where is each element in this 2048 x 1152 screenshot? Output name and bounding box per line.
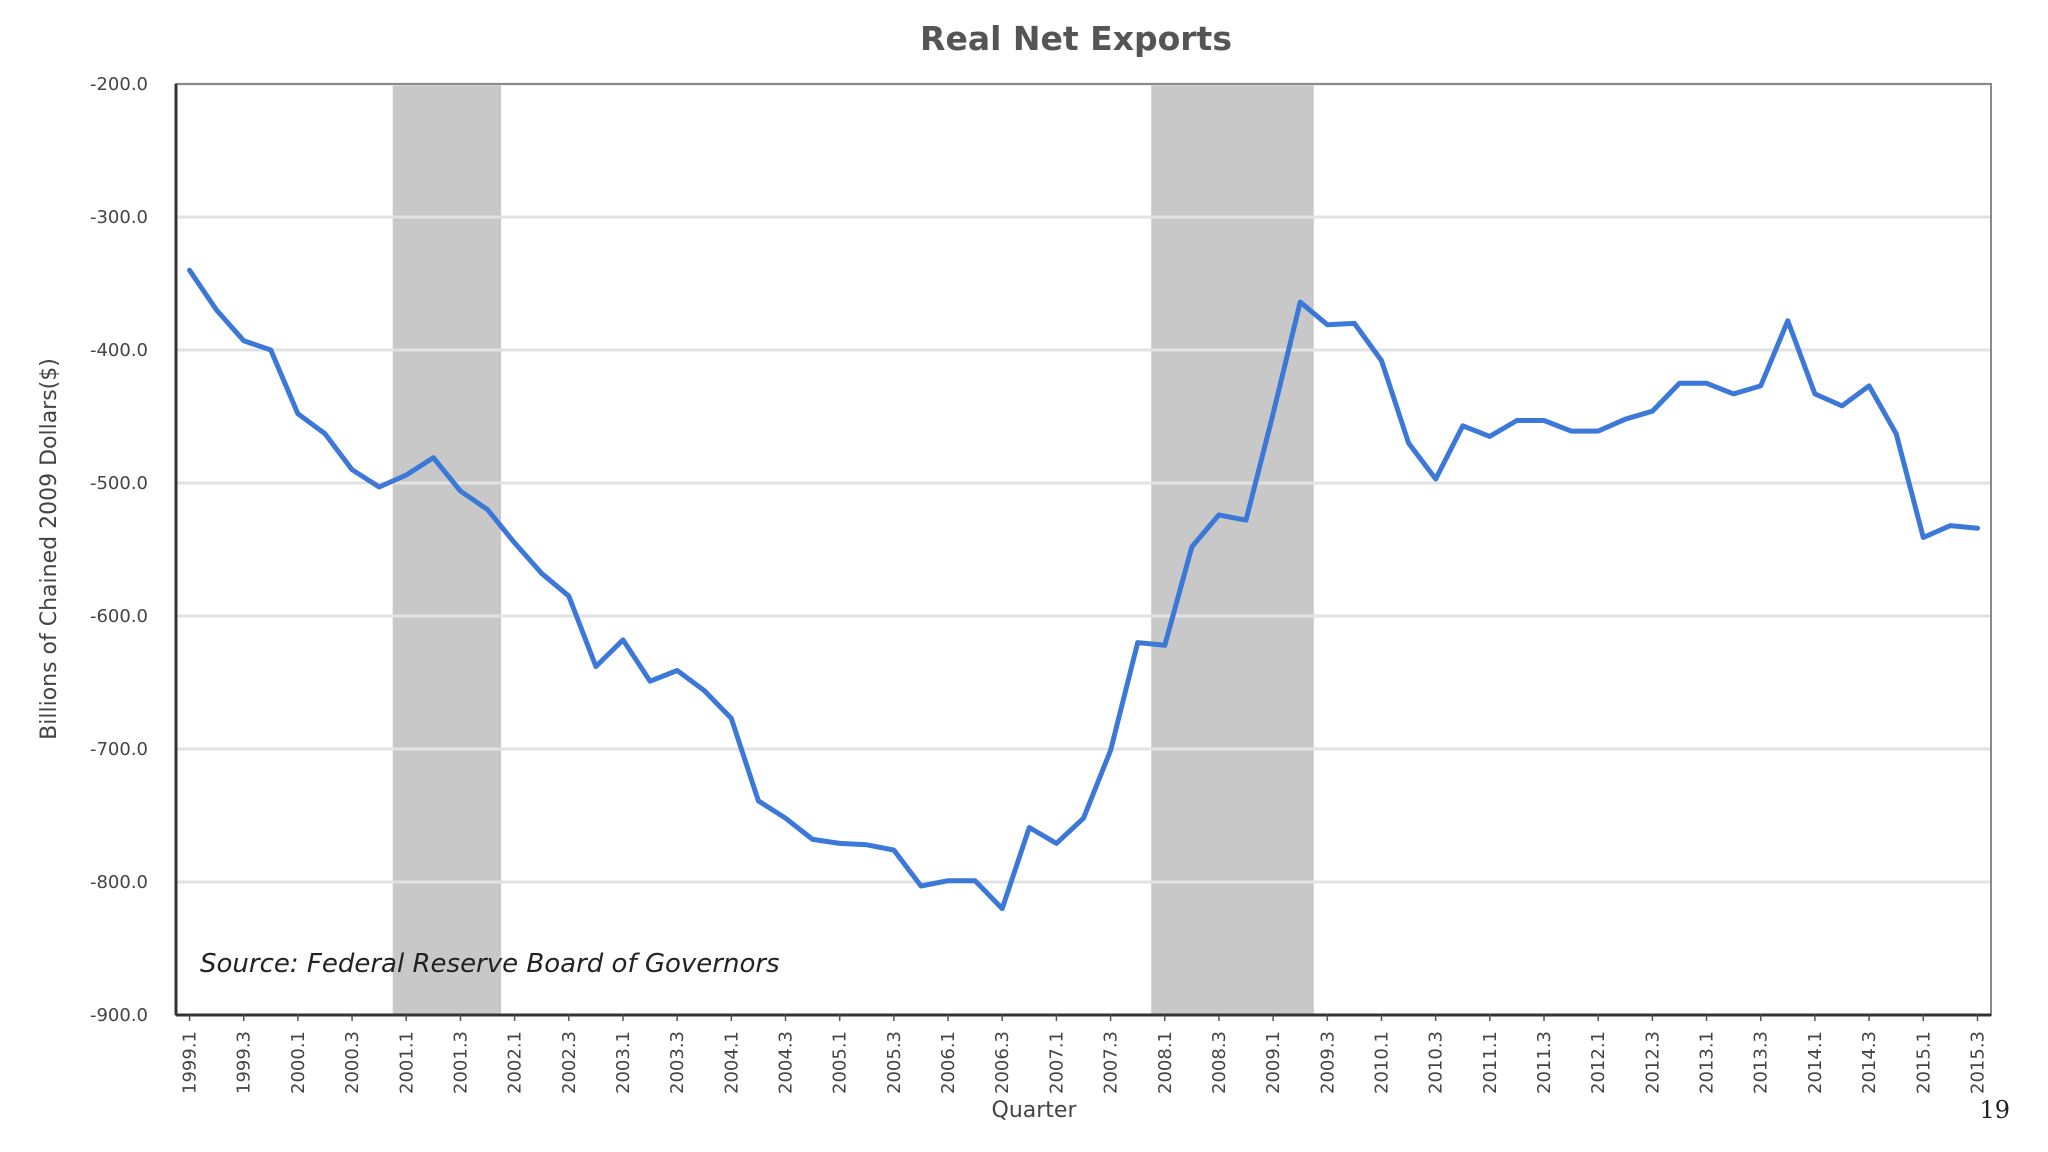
y-tick-label: -200.0 bbox=[90, 74, 148, 95]
x-tick-label: 2010.3 bbox=[1426, 1031, 1447, 1094]
x-tick-label: 2010.1 bbox=[1371, 1031, 1392, 1094]
y-axis-label: Billions of Chained 2009 Dollars($) bbox=[37, 358, 62, 740]
x-tick-label: 2000.1 bbox=[288, 1031, 309, 1094]
x-tick-label: 2001.1 bbox=[396, 1031, 417, 1094]
x-tick-label: 2004.1 bbox=[721, 1031, 742, 1094]
x-tick-label: 2011.3 bbox=[1534, 1031, 1555, 1094]
x-tick-label: 1999.3 bbox=[234, 1031, 255, 1094]
x-tick-label: 2003.3 bbox=[667, 1031, 688, 1094]
x-tick-label: 2008.1 bbox=[1155, 1031, 1176, 1094]
x-tick-label: 2006.1 bbox=[938, 1031, 959, 1094]
y-tick-label: -300.0 bbox=[90, 207, 148, 228]
x-tick-label: 2012.3 bbox=[1642, 1031, 1663, 1094]
page-number: 19 bbox=[1979, 1096, 2010, 1124]
x-tick-label: 2011.1 bbox=[1480, 1031, 1501, 1094]
x-tick-label: 2015.1 bbox=[1913, 1031, 1934, 1094]
x-tick-label: 2012.1 bbox=[1588, 1031, 1609, 1094]
x-tick-label: 2009.3 bbox=[1317, 1031, 1338, 1094]
x-axis-label: Quarter bbox=[992, 1098, 1078, 1123]
x-tick-label: 2002.3 bbox=[559, 1031, 580, 1094]
y-tick-label: -600.0 bbox=[90, 606, 148, 627]
x-tick-label: 2007.3 bbox=[1101, 1031, 1122, 1094]
x-tick-label: 2013.3 bbox=[1751, 1031, 1772, 1094]
recession-band-1 bbox=[392, 84, 502, 1015]
x-tick-label: 2006.3 bbox=[992, 1031, 1013, 1094]
x-tick-label: 2005.1 bbox=[830, 1031, 851, 1094]
x-tick-label: 2009.1 bbox=[1263, 1031, 1284, 1094]
recession-band-2 bbox=[1151, 84, 1314, 1015]
x-tick-label: 2014.3 bbox=[1859, 1031, 1880, 1094]
x-tick-label: 2005.3 bbox=[884, 1031, 905, 1094]
y-tick-label: -800.0 bbox=[90, 872, 148, 893]
x-tick-label: 2003.1 bbox=[613, 1031, 634, 1094]
x-tick-label: 2014.1 bbox=[1805, 1031, 1826, 1094]
x-tick-label: 2001.3 bbox=[450, 1031, 471, 1094]
x-tick-label: 2000.3 bbox=[342, 1031, 363, 1094]
y-tick-label: -900.0 bbox=[90, 1005, 148, 1026]
x-tick-label: 2013.1 bbox=[1697, 1031, 1718, 1094]
x-tick-label: 2007.1 bbox=[1046, 1031, 1067, 1094]
y-tick-label: -700.0 bbox=[90, 739, 148, 760]
chart-title: Real Net Exports bbox=[920, 19, 1232, 58]
x-tick-label: 2004.3 bbox=[776, 1031, 797, 1094]
y-tick-label: -500.0 bbox=[90, 473, 148, 494]
x-tick-label: 2015.3 bbox=[1967, 1031, 1988, 1094]
x-tick-label: 2002.1 bbox=[505, 1031, 526, 1094]
x-tick-label: 2008.3 bbox=[1209, 1031, 1230, 1094]
source-annotation: Source: Federal Reserve Board of Governo… bbox=[200, 949, 780, 979]
series-line bbox=[187, 267, 1980, 912]
x-tick-label: 1999.1 bbox=[180, 1031, 201, 1094]
y-tick-label: -400.0 bbox=[90, 340, 148, 361]
